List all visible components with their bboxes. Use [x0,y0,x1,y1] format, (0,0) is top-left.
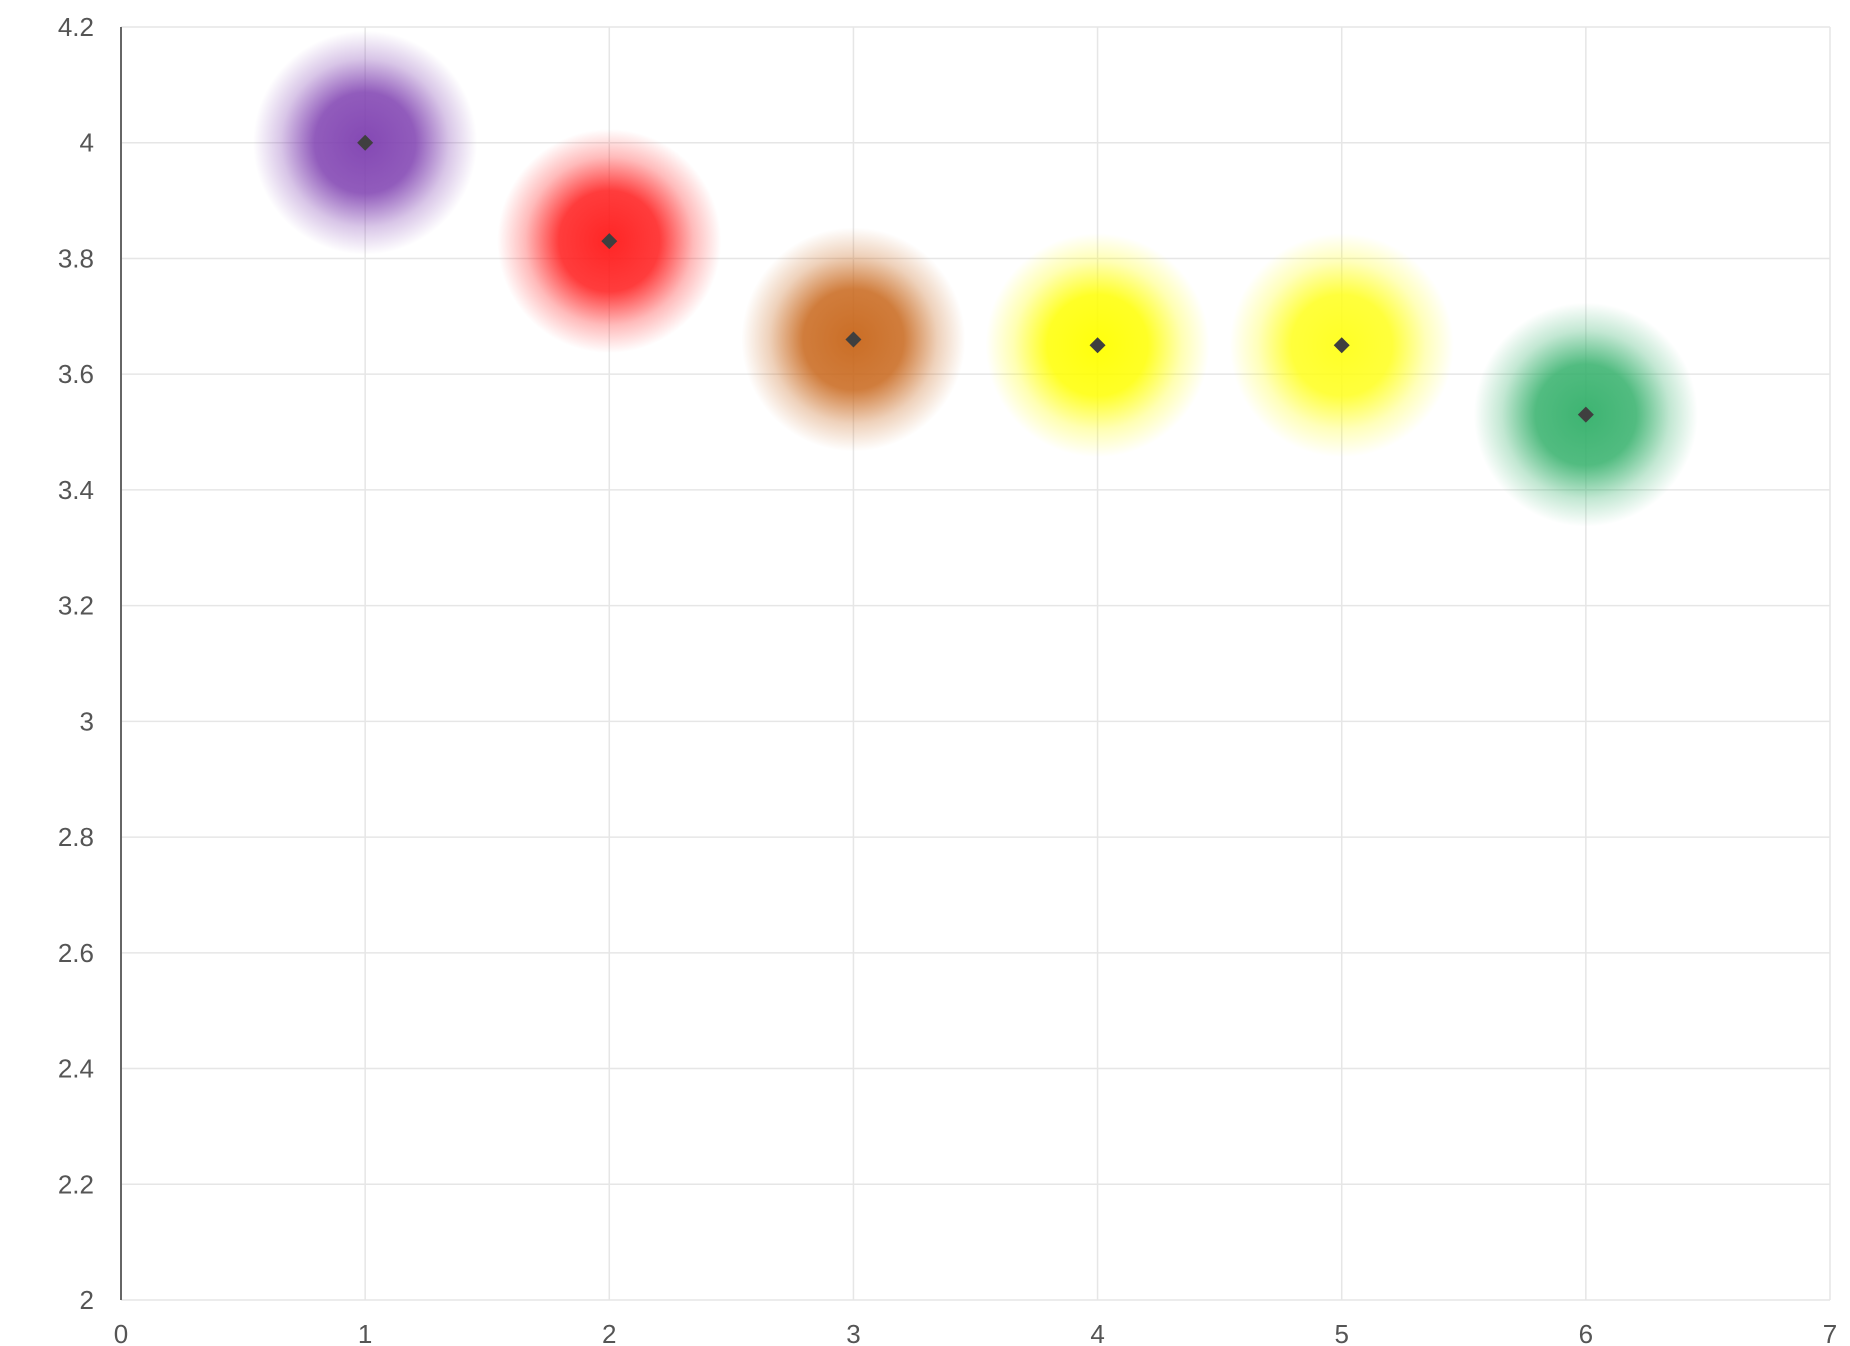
y-tick-label: 4 [80,128,94,158]
x-tick-label: 5 [1334,1319,1348,1346]
y-tick-label: 4.2 [58,12,94,42]
y-tick-label: 3.2 [58,591,94,621]
data-point-marker [357,134,374,151]
data-point-marker [1333,337,1350,354]
data-point-marker [1089,337,1106,354]
y-tick-label: 2.2 [58,1169,94,1199]
y-tick-label: 3.4 [58,475,94,505]
y-tick-label: 3 [80,706,94,736]
data-point-marker [601,233,618,250]
x-tick-label: 6 [1579,1319,1593,1346]
y-tick-label: 2.6 [58,938,94,968]
data-points [357,134,1594,423]
x-tick-label: 1 [358,1319,372,1346]
y-tick-label: 2 [80,1285,94,1315]
x-tick-label: 7 [1823,1319,1837,1346]
x-tick-label: 2 [602,1319,616,1346]
y-tick-label: 3.6 [58,359,94,389]
data-point-marker [1577,406,1594,423]
x-tick-label: 3 [846,1319,860,1346]
x-tick-label: 4 [1090,1319,1104,1346]
data-point-marker [845,331,862,348]
grid [121,26,1831,1301]
tick-labels: 0 1 2 3 4 5 6 7 2 2.2 2.4 2.6 2.8 3 3.2 3.4 3.6 3.8 4 4.2 [58,12,1837,1346]
point-glows [253,30,1698,527]
x-tick-label: 0 [114,1319,128,1346]
y-tick-label: 3.8 [58,243,94,273]
y-tick-label: 2.4 [58,1054,94,1084]
y-tick-label: 2.8 [58,822,94,852]
